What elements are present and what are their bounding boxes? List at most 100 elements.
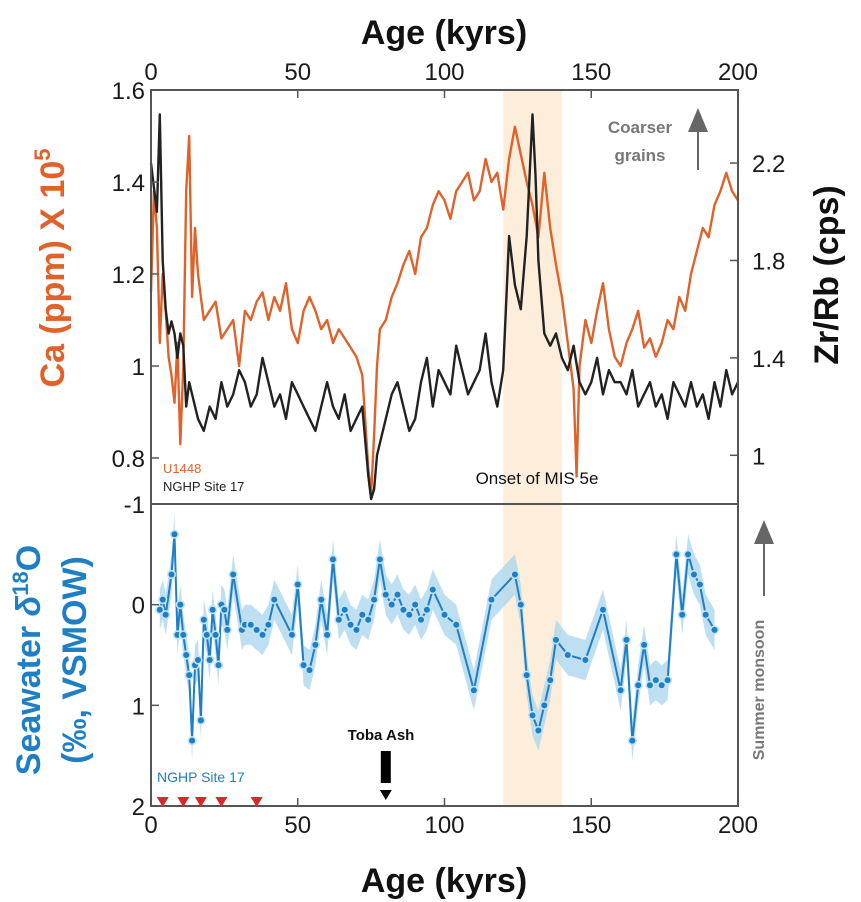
- d18o-point: [224, 626, 232, 634]
- toba-ash-marker: [380, 751, 392, 800]
- d18o-point: [185, 671, 193, 679]
- bottom-x-tick-label: 150: [571, 812, 611, 839]
- d18o-point: [673, 551, 681, 559]
- bottom-legend-nghp-site-17: NGHP Site 17: [157, 769, 245, 785]
- top-right-y-axis-title: Zr/Rb (cps): [808, 185, 846, 364]
- left-y-tick-label: 1.4: [112, 170, 145, 197]
- d18o-point: [552, 636, 560, 644]
- top-left-y-axis-title: Ca (ppm) X 105: [30, 149, 72, 388]
- left-y-tick-label: 1.6: [112, 78, 145, 105]
- d18o-point: [599, 606, 607, 614]
- top-x-tick-label: 50: [284, 59, 311, 86]
- d18o-point: [288, 631, 296, 639]
- toba-bar: [381, 751, 391, 783]
- bottom-x-tick-label: 50: [284, 812, 311, 839]
- d18o-point: [335, 616, 343, 624]
- d18o-point: [317, 596, 325, 604]
- d18o-point: [206, 656, 214, 664]
- top-x-axis-title: Age (kyrs): [361, 14, 527, 52]
- d18o-point: [323, 631, 331, 639]
- d18o-point: [162, 611, 170, 619]
- series-line-0: [151, 127, 738, 495]
- bottom-x-tick-label: 200: [718, 812, 758, 839]
- d18o-point: [229, 571, 237, 579]
- bottom-x-tick-label: 0: [144, 812, 157, 839]
- toba-arrow-icon: [380, 790, 392, 800]
- d18o-point: [540, 702, 548, 710]
- top-x-tick-label: 200: [718, 59, 758, 86]
- d18o-point: [535, 727, 543, 735]
- d18o-point: [664, 676, 672, 684]
- d18o-point: [353, 626, 361, 634]
- d18o-point: [168, 571, 176, 579]
- d18o-point: [711, 626, 719, 634]
- d18o-point: [623, 636, 631, 644]
- d18o-point: [470, 686, 478, 694]
- d18o-point: [306, 666, 314, 674]
- d18o-point: [423, 606, 431, 614]
- right-y-tick-label: 2.2: [752, 151, 785, 178]
- d18o-point: [417, 616, 425, 624]
- bottom-y-tick-label: 2: [132, 794, 145, 821]
- series-line-1: [151, 114, 738, 499]
- d18o-point: [382, 591, 390, 599]
- d18o-point: [188, 737, 196, 745]
- d18o-point: [684, 551, 692, 559]
- top-x-tick-label: 150: [571, 59, 611, 86]
- axis-ticks: 0 0 50 50 100 100 150 150 200 200 0.8 1 1.2 1.4 1.6 1 1.…: [112, 59, 786, 839]
- d18o-point: [617, 686, 625, 694]
- arrow-up-icon: [688, 108, 708, 170]
- legend-u1448: U1448: [163, 461, 201, 476]
- d18o-point: [488, 596, 496, 604]
- toba-ash-label: Toba Ash: [348, 727, 415, 744]
- legend-nghp-site-17: NGHP Site 17: [163, 479, 244, 494]
- d18o-point: [523, 671, 531, 679]
- bottom-panel-frame: [151, 504, 738, 806]
- top-x-tick-label: 0: [144, 59, 157, 86]
- d18o-point: [177, 601, 185, 609]
- d18o-point: [629, 737, 637, 745]
- d18o-point: [212, 631, 220, 639]
- d18o-point: [259, 631, 267, 639]
- d18o-point: [203, 631, 211, 639]
- d18o-point: [215, 661, 223, 669]
- d18o-point: [452, 621, 460, 629]
- d18o-point: [209, 606, 217, 614]
- summer-monsoon-label: Summer monsoon: [751, 620, 768, 760]
- d18o-point: [179, 631, 187, 639]
- d18o-point: [634, 681, 642, 689]
- coarser-label: Coarser: [608, 118, 673, 137]
- d18o-point: [690, 571, 698, 579]
- d18o-point: [546, 676, 554, 684]
- d18o-point: [411, 601, 419, 609]
- d18o-point: [341, 606, 349, 614]
- bottom-y-tick-label: 0: [132, 593, 145, 620]
- d18o-point: [265, 621, 273, 629]
- top-series-lines: [151, 114, 738, 499]
- d18o-point: [394, 591, 402, 599]
- right-y-tick-label: 1: [752, 443, 765, 470]
- d18o-point: [564, 651, 572, 659]
- bottom-y-tick-label: 1: [132, 693, 145, 720]
- right-y-tick-label: 1.8: [752, 248, 785, 275]
- left-y-tick-label: 1: [132, 354, 145, 381]
- left-y-tick-label: 0.8: [112, 446, 145, 473]
- d18o-point: [329, 556, 337, 564]
- d18o-point: [517, 601, 525, 609]
- d18o-point: [200, 616, 208, 624]
- right-y-tick-label: 1.4: [752, 346, 785, 373]
- d18o-point: [312, 641, 320, 649]
- grains-label: grains: [614, 146, 665, 165]
- d18o-point: [696, 581, 704, 589]
- d18o-point: [376, 556, 384, 564]
- d18o-point: [511, 571, 519, 579]
- top-x-tick-label: 100: [424, 59, 464, 86]
- d18o-point: [582, 656, 590, 664]
- bottom-y-axis-title-line1: Seawater δ18O: [8, 545, 48, 775]
- d18o-point: [640, 641, 648, 649]
- bottom-y-axis-title-line2: (‰, VSMOW): [56, 556, 94, 764]
- d18o-point: [529, 712, 537, 720]
- d18o-point: [294, 581, 302, 589]
- d18o-point: [182, 651, 190, 659]
